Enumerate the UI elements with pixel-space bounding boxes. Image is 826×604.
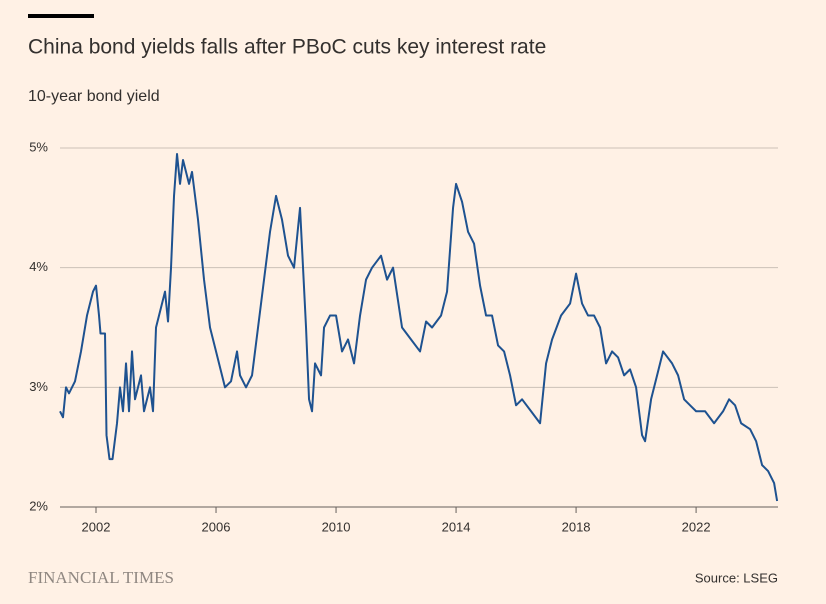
y-tick-label: 2% bbox=[29, 498, 48, 513]
line bbox=[59, 152, 779, 502]
x-tick-label: 2022 bbox=[682, 519, 711, 534]
x-tick-label: 2010 bbox=[322, 519, 351, 534]
source: Source: LSEG bbox=[695, 570, 778, 585]
y-tick-label: 5% bbox=[29, 139, 48, 154]
x-tick-label: 2006 bbox=[202, 519, 231, 534]
chart-title: China bond yields falls after PBoC cuts … bbox=[28, 36, 546, 59]
brand: FINANCIAL TIMES bbox=[28, 568, 174, 587]
y-tick-label: 3% bbox=[29, 379, 48, 394]
x-tick-label: 2014 bbox=[442, 519, 471, 534]
top-bar bbox=[28, 14, 94, 18]
y-tick-label: 4% bbox=[29, 259, 48, 274]
chart-subtitle: 10-year bond yield bbox=[28, 88, 160, 105]
x-tick-label: 2002 bbox=[82, 519, 111, 534]
x-tick-label: 2018 bbox=[562, 519, 591, 534]
